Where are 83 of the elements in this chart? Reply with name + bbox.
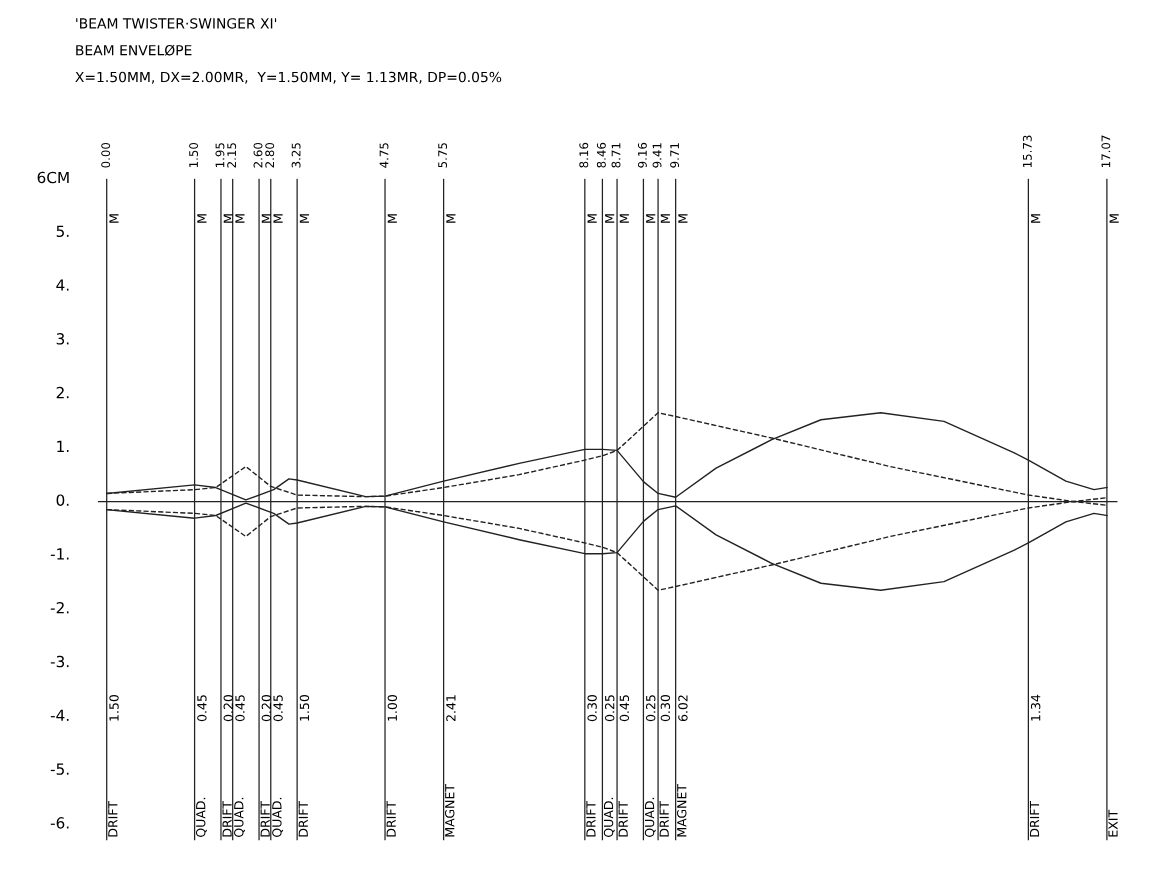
x-tick-label: 2.60 [253, 142, 263, 168]
x-tick-label: 5.75 [438, 143, 448, 168]
annotation: M [646, 214, 656, 223]
annotation: M [299, 214, 309, 223]
annotation: 2.41 [446, 695, 456, 722]
y-tick-label: 0. [56, 494, 69, 506]
y-tick-label: 4. [56, 279, 69, 291]
annotation: 0.25 [645, 695, 656, 722]
ref-line-label: DRIFT [108, 801, 118, 837]
x-tick-label: 4.75 [379, 143, 389, 168]
chart-title: 'BEAM TWISTER·SWINGER XI' [76, 18, 277, 29]
y-tick-label: -3. [50, 655, 69, 668]
y-tick-label: -1. [50, 548, 69, 560]
annotation: 0.45 [197, 695, 207, 722]
annotation: M [261, 214, 271, 223]
annotation: M [235, 214, 245, 223]
annotation: 0.20 [261, 694, 272, 722]
ref-line-label: QUAD. [272, 797, 284, 837]
ref-line-label: MAGNET [677, 783, 687, 837]
annotation: M [1109, 214, 1119, 223]
annotation: M [587, 214, 597, 223]
chart-subtitle: BEAM ENVELØPE [76, 44, 192, 56]
ref-line-label: DRIFT [298, 801, 308, 837]
x-tick-label: 8.46 [596, 142, 606, 168]
y-tick-label: 3. [56, 333, 69, 345]
y-tick-label: 5. [56, 225, 69, 238]
x-tick-label: 8.16 [579, 142, 589, 168]
annotation: M [605, 214, 615, 223]
annotation: 0.45 [619, 695, 630, 722]
ref-line-label: DRIFT [1029, 801, 1040, 837]
x-tick-label: 1.50 [189, 142, 199, 168]
annotation: 0.30 [660, 694, 671, 722]
x-tick-label: 3.25 [291, 143, 301, 168]
annotation: 0.25 [604, 695, 615, 722]
ref-line-label: QUAD. [644, 797, 656, 837]
annotation: 0.20 [223, 694, 233, 722]
x-tick-label: 9.16 [637, 142, 647, 168]
annotation: 0.45 [273, 695, 283, 722]
ref-line-label: DRIFT [618, 801, 628, 837]
annotation: M [387, 214, 397, 223]
annotation: M [273, 214, 283, 223]
ref-line-label: DRIFT [659, 801, 669, 837]
annotation: 0.45 [235, 695, 245, 722]
y-tick-label: -6. [50, 817, 69, 829]
ref-line-label: MAGNET [445, 783, 455, 837]
ref-line-label: QUAD. [195, 797, 207, 837]
ref-line-label: QUAD. [234, 797, 245, 837]
ref-line-label: DRIFT [386, 801, 396, 837]
x-tick-label: 2.15 [227, 143, 237, 168]
y-tick-label: 2. [56, 386, 69, 399]
annotation: 1.34 [1030, 694, 1041, 721]
annotation: M [619, 214, 629, 223]
x-tick-label: 15.73 [1022, 135, 1032, 168]
x-tick-label: 17.07 [1101, 135, 1111, 168]
annotation: 1.00 [387, 694, 398, 721]
ref-line-label: QUAD. [603, 797, 615, 837]
ref-line-label: DRIFT [222, 801, 232, 837]
y-tick-label: -2. [50, 601, 69, 614]
annotation: M [197, 214, 207, 223]
annotation: M [223, 214, 233, 223]
annotation: 1.50 [299, 694, 310, 721]
x-tick-label: 9.71 [670, 143, 680, 168]
y-tick-label: 1. [57, 440, 69, 452]
annotation: M [678, 214, 688, 223]
x-tick-label: 1.95 [215, 143, 225, 168]
text: X=1.50MM, DX=2.00MR, Y=1.50MM, Y= 1.13MR, DP=0.05% [75, 71, 502, 84]
ref-line-label: EXIT [1108, 809, 1118, 837]
ref-line-label: DRIFT [586, 801, 596, 837]
annotation: M [446, 214, 456, 223]
y-tick-label: -5. [50, 763, 69, 775]
annotation: 6.02 [678, 695, 688, 722]
x-tick-label: 9.41 [652, 143, 662, 168]
x-tick-label: 8.71 [611, 143, 621, 168]
annotation: M [660, 214, 670, 223]
annotation: 0.30 [587, 694, 597, 722]
x-tick-label: 2.80 [265, 142, 275, 168]
y-tick-label: 6CM [37, 171, 69, 184]
annotation: M [109, 214, 119, 223]
y-tick-label: -4. [50, 709, 69, 721]
annotation: M [1031, 214, 1041, 223]
annotation: 1.50 [109, 694, 119, 721]
x-tick-label: 0.00 [101, 142, 111, 168]
ref-line-label: DRIFT [260, 801, 270, 837]
